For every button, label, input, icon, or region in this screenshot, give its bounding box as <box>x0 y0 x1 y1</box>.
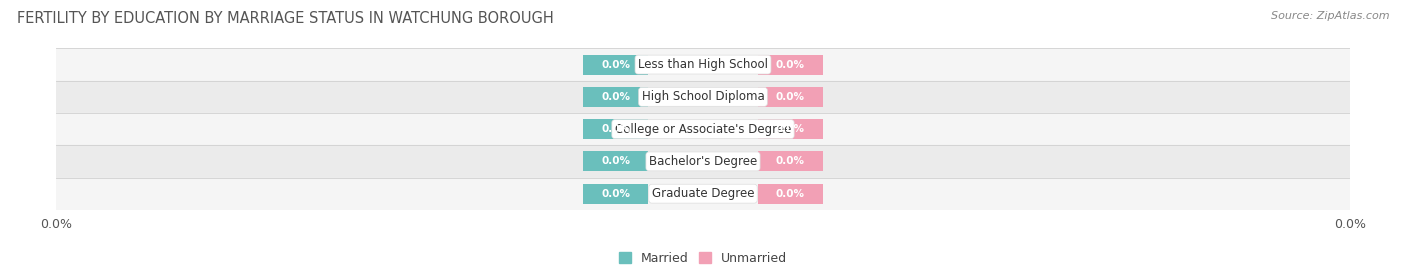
Bar <box>758 151 823 171</box>
Text: 0.0%: 0.0% <box>776 59 804 70</box>
Text: 0.0%: 0.0% <box>776 92 804 102</box>
Bar <box>758 87 823 107</box>
Text: 0.0%: 0.0% <box>602 92 630 102</box>
Bar <box>56 178 1350 210</box>
Bar <box>583 119 648 139</box>
Bar <box>758 184 823 204</box>
Bar <box>758 119 823 139</box>
Legend: Married, Unmarried: Married, Unmarried <box>619 252 787 265</box>
Text: High School Diploma: High School Diploma <box>641 90 765 103</box>
Text: Bachelor's Degree: Bachelor's Degree <box>650 155 756 168</box>
Text: 0.0%: 0.0% <box>776 124 804 134</box>
Text: Source: ZipAtlas.com: Source: ZipAtlas.com <box>1271 11 1389 21</box>
Text: 0.0%: 0.0% <box>602 124 630 134</box>
Text: College or Associate's Degree: College or Associate's Degree <box>614 123 792 136</box>
Text: 0.0%: 0.0% <box>776 189 804 199</box>
Text: Less than High School: Less than High School <box>638 58 768 71</box>
Text: Graduate Degree: Graduate Degree <box>652 187 754 200</box>
Bar <box>56 48 1350 81</box>
Bar <box>56 81 1350 113</box>
Text: FERTILITY BY EDUCATION BY MARRIAGE STATUS IN WATCHUNG BOROUGH: FERTILITY BY EDUCATION BY MARRIAGE STATU… <box>17 11 554 26</box>
Bar <box>583 87 648 107</box>
Text: 0.0%: 0.0% <box>776 156 804 167</box>
Bar <box>758 55 823 75</box>
Bar <box>583 151 648 171</box>
Bar <box>56 145 1350 178</box>
Text: 0.0%: 0.0% <box>602 156 630 167</box>
Text: 0.0%: 0.0% <box>602 59 630 70</box>
Bar <box>583 184 648 204</box>
Bar <box>56 113 1350 145</box>
Bar <box>583 55 648 75</box>
Text: 0.0%: 0.0% <box>602 189 630 199</box>
